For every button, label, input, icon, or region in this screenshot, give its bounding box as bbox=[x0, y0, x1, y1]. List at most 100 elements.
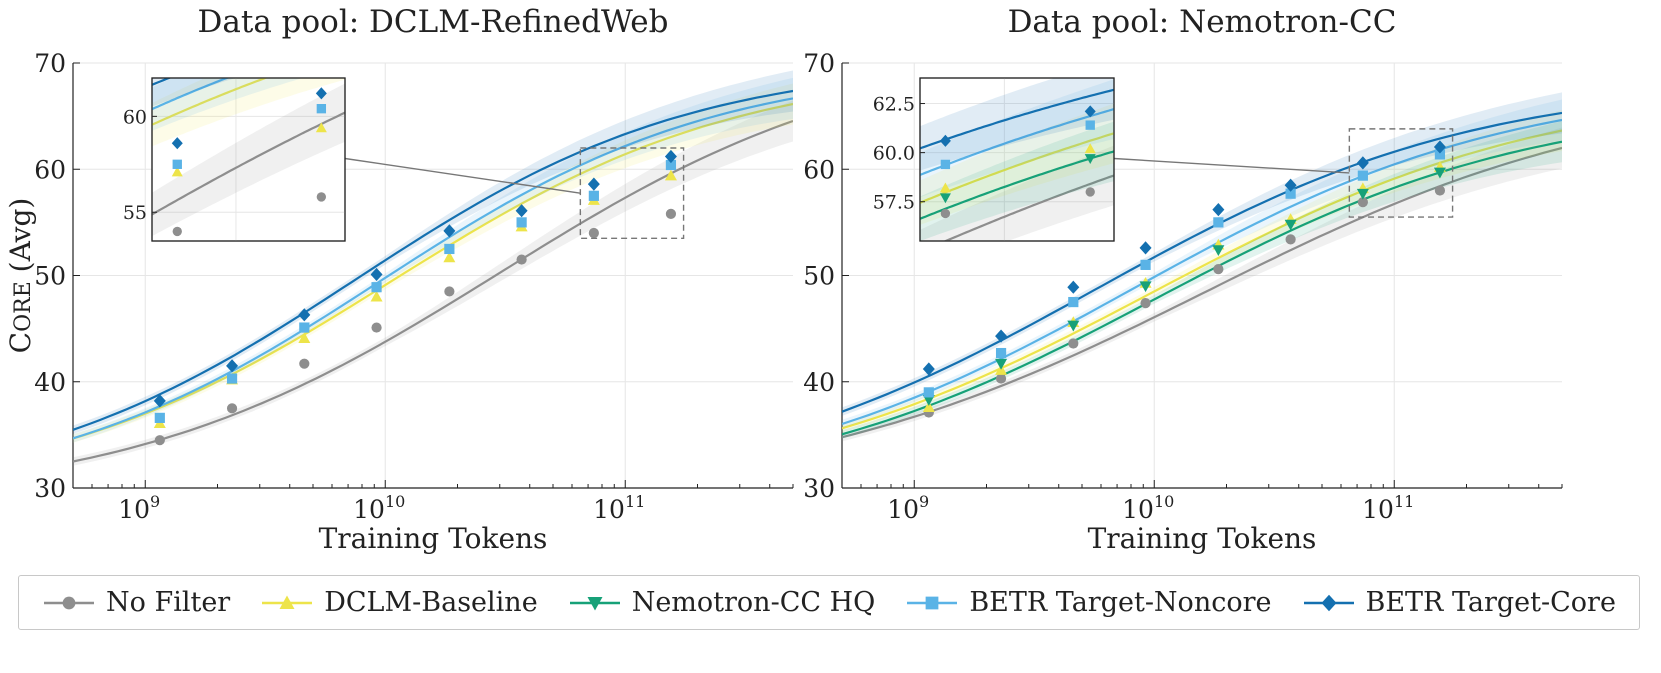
y-tick-label: 60 bbox=[34, 155, 66, 184]
point-betr-target-core bbox=[922, 362, 935, 376]
point-betr-target-noncore bbox=[1285, 188, 1296, 199]
y-tick-label: 60 bbox=[803, 155, 835, 184]
y-tick-label: 30 bbox=[34, 474, 66, 503]
legend-label-nemotron-cc-hq: Nemotron-CC HQ bbox=[631, 587, 876, 618]
inset-y-tick-label: 55 bbox=[123, 202, 147, 224]
y-tick-label: 50 bbox=[34, 262, 66, 291]
inset-connector-line bbox=[344, 157, 581, 194]
y-tick-label: 50 bbox=[803, 262, 835, 291]
inset-band-dclm-baseline bbox=[152, 78, 345, 147]
inset-band-no-filter bbox=[152, 83, 345, 237]
inset-band-betr-target-core bbox=[920, 78, 1114, 171]
fit-line-betr-target-core bbox=[73, 89, 793, 431]
point-no-filter bbox=[226, 403, 238, 414]
point-no-filter bbox=[299, 358, 310, 369]
inset-point-betr-target-core bbox=[171, 137, 183, 150]
inset-connector-line bbox=[1113, 157, 1350, 174]
point-betr-target-core bbox=[1067, 280, 1080, 294]
inset-band-no-filter bbox=[920, 145, 1114, 241]
inset-y-tick-label: 60.0 bbox=[873, 143, 915, 165]
legend-label-no-filter: No Filter bbox=[106, 587, 231, 618]
legend-swatch-nemotron-cc-hq bbox=[569, 596, 620, 610]
y-axis-label: CORE (Avg) bbox=[4, 198, 37, 354]
point-no-filter bbox=[995, 373, 1007, 384]
point-nemotron-cc-hq bbox=[1356, 188, 1369, 200]
point-dclm-baseline bbox=[443, 251, 456, 263]
inset-y-tick-label: 60 bbox=[123, 106, 147, 128]
inset-band-betr-target-noncore bbox=[152, 78, 303, 131]
inset-point-no-filter bbox=[1085, 187, 1095, 197]
y-tick-label: 40 bbox=[34, 368, 66, 397]
y-tick-label: 70 bbox=[803, 49, 835, 78]
legend-label-betr-target-core: BETR Target-Core bbox=[1365, 587, 1616, 618]
point-betr-target-noncore bbox=[371, 282, 382, 293]
inset-point-nemotron-cc-hq bbox=[1084, 154, 1096, 165]
point-betr-target-noncore bbox=[995, 347, 1007, 359]
fit-line-no-filter bbox=[73, 119, 793, 463]
point-nemotron-cc-hq bbox=[1067, 320, 1080, 332]
point-nemotron-cc-hq bbox=[922, 395, 935, 406]
fit-line-betr-target-noncore bbox=[73, 97, 793, 440]
chart-panel-1: Data pool: DCLM-RefinedWeb 30 40 50 60 70 109 1… bbox=[4, 4, 794, 555]
point-betr-target-core bbox=[1356, 156, 1369, 170]
point-betr-target-core bbox=[226, 359, 239, 373]
inset-point-no-filter bbox=[172, 226, 182, 237]
legend: No Filter DCLM-Baseline Nemotron-CC HQ B… bbox=[18, 575, 1640, 630]
point-no-filter bbox=[154, 435, 165, 446]
inset-point-betr-target-core bbox=[315, 87, 327, 100]
legend-marker bbox=[925, 596, 939, 609]
inset-y-tick-label: 62.5 bbox=[873, 94, 915, 116]
point-betr-target-noncore bbox=[154, 412, 165, 423]
point-no-filter bbox=[1434, 185, 1446, 196]
inset-point-betr-target-core bbox=[1084, 105, 1096, 118]
band-no-filter bbox=[842, 127, 1562, 442]
inset-point-dclm-baseline bbox=[1084, 143, 1096, 154]
inset-fit-line-betr-target-noncore bbox=[152, 78, 230, 111]
inset-frame bbox=[919, 77, 1115, 242]
inset-band-nemotron-cc-hq bbox=[920, 121, 1114, 241]
inset-fit-line-dclm-baseline bbox=[920, 132, 1114, 204]
inset-plot-area bbox=[152, 78, 345, 241]
legend-item-dclm-baseline: DCLM-Baseline bbox=[260, 587, 538, 618]
x-axis-label: Training Tokens bbox=[1088, 522, 1317, 555]
legend-marker bbox=[1321, 594, 1336, 611]
chart-title: Data pool: DCLM-RefinedWeb bbox=[198, 4, 669, 40]
legend-marker bbox=[587, 596, 603, 610]
band-betr-target-noncore bbox=[842, 99, 1562, 429]
x-tick-label: 109 bbox=[887, 492, 929, 524]
point-dclm-baseline bbox=[922, 401, 935, 413]
point-no-filter bbox=[516, 254, 527, 265]
band-no-filter bbox=[73, 100, 793, 466]
point-nemotron-cc-hq bbox=[995, 358, 1008, 370]
legend-item-betr-target-core: BETR Target-Core bbox=[1302, 587, 1616, 618]
legend-swatch-no-filter bbox=[44, 596, 95, 609]
x-tick-label: 1011 bbox=[1362, 492, 1414, 524]
point-betr-target-noncore bbox=[1213, 217, 1224, 228]
plot-area bbox=[73, 70, 793, 466]
point-betr-target-core bbox=[515, 204, 528, 218]
legend-item-betr-target-noncore: BETR Target-Noncore bbox=[905, 587, 1271, 618]
inset-point-nemotron-cc-hq bbox=[939, 193, 951, 204]
fit-line-dclm-baseline bbox=[73, 102, 793, 440]
inset-point-dclm-baseline bbox=[939, 182, 951, 193]
inset-point-betr-target-noncore bbox=[940, 159, 951, 170]
inset-point-betr-target-noncore bbox=[172, 159, 182, 169]
inset-fit-line-no-filter bbox=[152, 111, 345, 216]
legend-swatch-dclm-baseline bbox=[262, 595, 313, 609]
point-betr-target-core bbox=[298, 308, 311, 322]
point-betr-target-noncore bbox=[299, 322, 310, 333]
inset-point-betr-target-noncore bbox=[316, 104, 327, 114]
point-betr-target-core bbox=[587, 177, 600, 191]
point-betr-target-noncore bbox=[516, 217, 527, 228]
x-tick-label: 1010 bbox=[1122, 492, 1174, 524]
y-tick-label: 30 bbox=[803, 474, 835, 503]
y-tick-label: 40 bbox=[803, 368, 835, 397]
legend-swatch-betr-target-core bbox=[1303, 594, 1354, 611]
x-tick-label: 1010 bbox=[353, 492, 405, 524]
point-betr-target-noncore bbox=[665, 159, 677, 171]
point-betr-target-core bbox=[1433, 140, 1446, 154]
point-betr-target-noncore bbox=[1068, 296, 1079, 308]
point-betr-target-noncore bbox=[226, 373, 238, 384]
legend-label-betr-target-noncore: BETR Target-Noncore bbox=[969, 587, 1272, 618]
point-betr-target-core bbox=[153, 394, 166, 408]
